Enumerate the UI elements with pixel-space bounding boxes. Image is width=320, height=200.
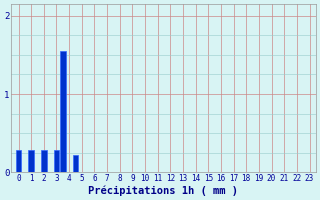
Bar bbox=[73, 155, 78, 172]
Bar bbox=[16, 150, 21, 172]
Bar bbox=[41, 150, 47, 172]
Bar bbox=[60, 51, 66, 172]
Bar bbox=[54, 150, 59, 172]
Bar bbox=[28, 150, 34, 172]
X-axis label: Précipitations 1h ( mm ): Précipitations 1h ( mm ) bbox=[88, 185, 238, 196]
